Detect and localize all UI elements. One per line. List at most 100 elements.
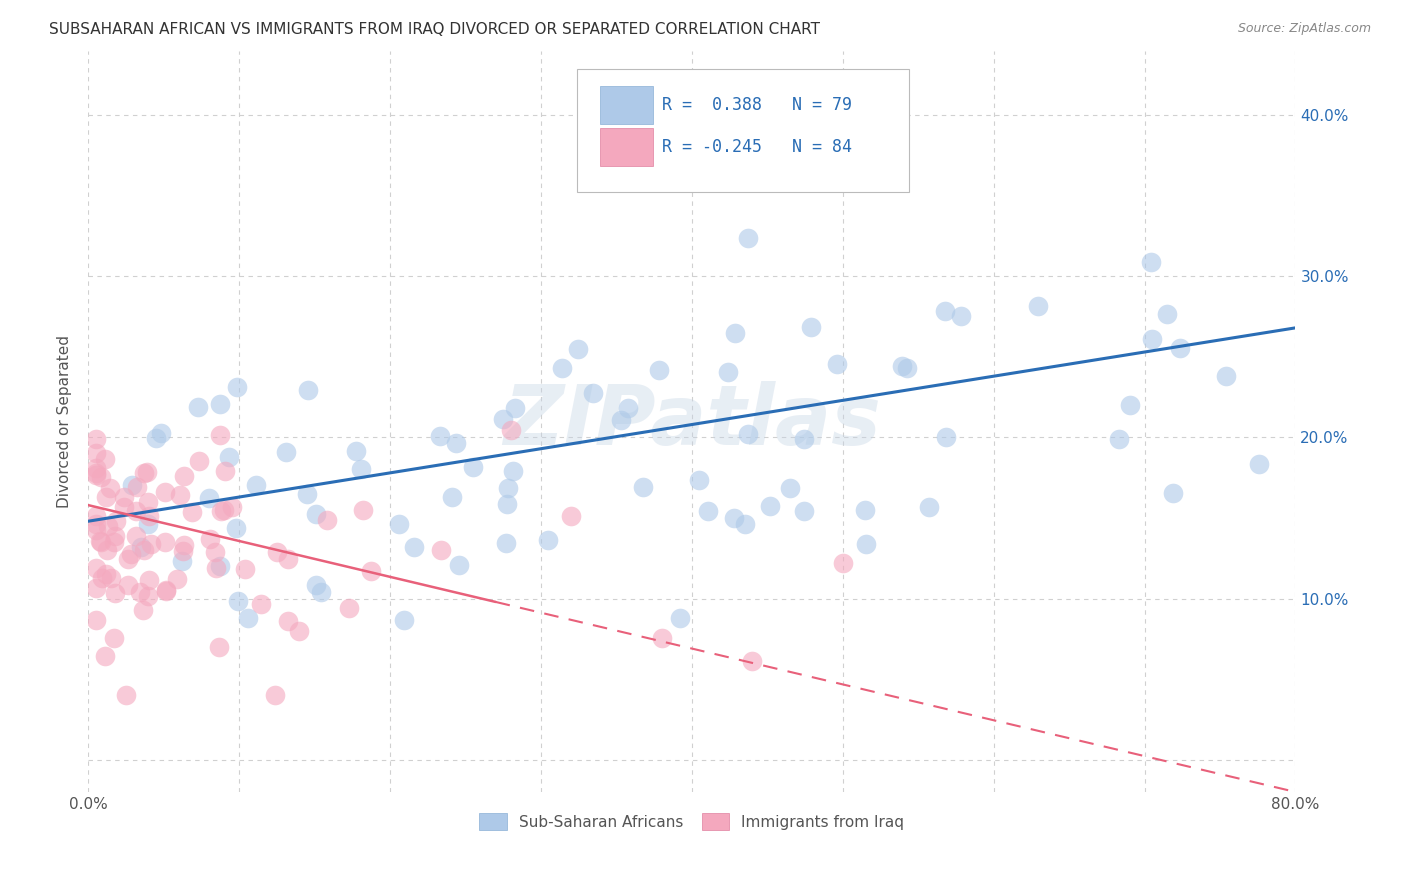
Point xyxy=(461,460,484,475)
Point xyxy=(1247,458,1270,472)
Point xyxy=(94,490,117,504)
Point xyxy=(218,450,240,464)
Point xyxy=(734,516,756,531)
Point xyxy=(90,470,112,484)
Point xyxy=(233,562,256,576)
Point xyxy=(567,343,589,357)
Point xyxy=(236,610,259,624)
Point xyxy=(94,567,117,582)
Point xyxy=(447,558,470,572)
Point xyxy=(1215,368,1237,383)
Point xyxy=(316,512,339,526)
Point xyxy=(98,482,121,496)
Point xyxy=(121,478,143,492)
Point xyxy=(551,361,574,376)
Point xyxy=(136,495,159,509)
Point xyxy=(793,504,815,518)
Point xyxy=(276,445,298,459)
Point xyxy=(155,484,177,499)
Point xyxy=(651,631,673,645)
Point xyxy=(498,482,520,496)
Point xyxy=(112,490,135,504)
Point xyxy=(724,326,747,340)
Point xyxy=(502,464,524,478)
Point xyxy=(84,433,107,447)
Point xyxy=(204,545,226,559)
Point xyxy=(138,517,160,532)
Point xyxy=(1140,255,1163,269)
Point xyxy=(350,462,373,476)
Point xyxy=(404,541,426,555)
FancyBboxPatch shape xyxy=(600,86,654,124)
Point xyxy=(896,361,918,376)
Point xyxy=(827,357,849,371)
Point xyxy=(89,533,111,548)
Point xyxy=(441,491,464,505)
Point xyxy=(84,466,107,480)
FancyBboxPatch shape xyxy=(600,128,654,166)
Point xyxy=(1140,332,1163,346)
Point xyxy=(134,466,156,480)
Text: R =  0.388   N = 79: R = 0.388 N = 79 xyxy=(662,95,852,114)
Point xyxy=(117,552,139,566)
Point xyxy=(94,648,117,663)
Point xyxy=(173,538,195,552)
Point xyxy=(779,481,801,495)
Point xyxy=(1026,299,1049,313)
Point xyxy=(84,524,107,538)
Point xyxy=(84,613,107,627)
Point xyxy=(949,309,972,323)
Point xyxy=(115,688,138,702)
Point xyxy=(139,537,162,551)
Point xyxy=(84,468,107,483)
Point xyxy=(221,500,243,514)
Point xyxy=(741,654,763,668)
FancyBboxPatch shape xyxy=(576,70,910,192)
Point xyxy=(188,453,211,467)
Point xyxy=(136,589,159,603)
Point xyxy=(352,503,374,517)
Point xyxy=(209,428,232,442)
Point xyxy=(560,509,582,524)
Point xyxy=(97,518,120,533)
Point xyxy=(134,543,156,558)
Text: R = -0.245   N = 84: R = -0.245 N = 84 xyxy=(662,138,852,156)
Text: SUBSAHARAN AFRICAN VS IMMIGRANTS FROM IRAQ DIVORCED OR SEPARATED CORRELATION CHA: SUBSAHARAN AFRICAN VS IMMIGRANTS FROM IR… xyxy=(49,22,820,37)
Point xyxy=(149,425,172,440)
Point xyxy=(94,451,117,466)
Point xyxy=(697,504,720,518)
Point xyxy=(277,614,299,628)
Point xyxy=(505,401,527,415)
Point xyxy=(169,488,191,502)
Point xyxy=(537,533,560,547)
Point xyxy=(198,491,221,505)
Point xyxy=(305,578,328,592)
Point xyxy=(153,534,176,549)
Point xyxy=(492,412,515,426)
Point xyxy=(208,559,231,574)
Point xyxy=(100,571,122,585)
Point xyxy=(429,429,451,443)
Point xyxy=(90,535,112,549)
Point xyxy=(647,363,669,377)
Point xyxy=(737,426,759,441)
Point xyxy=(84,446,107,460)
Point xyxy=(117,578,139,592)
Point xyxy=(717,365,740,379)
Text: ZIPatlas: ZIPatlas xyxy=(503,381,880,462)
Point xyxy=(610,413,633,427)
Point xyxy=(499,423,522,437)
Point xyxy=(344,444,367,458)
Point xyxy=(132,603,155,617)
Point xyxy=(288,624,311,638)
Point xyxy=(91,571,114,585)
Point xyxy=(208,397,231,411)
Point xyxy=(145,431,167,445)
Point xyxy=(84,581,107,595)
Point xyxy=(297,383,319,397)
Point xyxy=(84,461,107,475)
Point xyxy=(297,487,319,501)
Point xyxy=(759,499,782,513)
Point xyxy=(853,502,876,516)
Point xyxy=(103,632,125,646)
